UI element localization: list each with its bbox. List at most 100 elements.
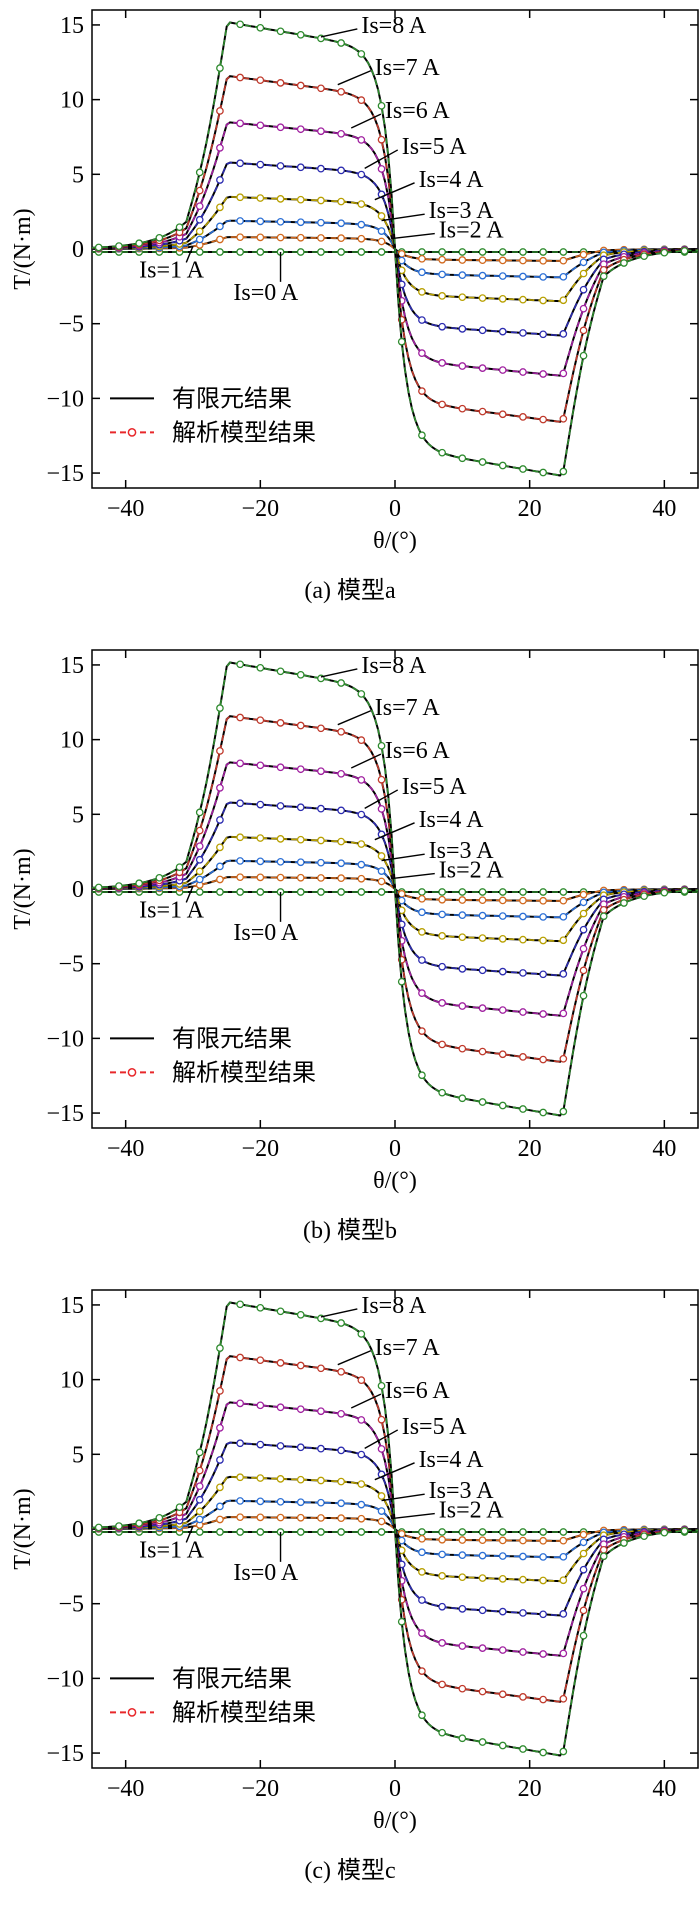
analytic-point xyxy=(236,1513,244,1522)
analytic-point xyxy=(579,351,588,360)
analytic-point xyxy=(357,860,366,869)
analytic-point xyxy=(478,966,487,975)
series-annotation: Is=8 A xyxy=(361,653,427,679)
analytic-point xyxy=(337,197,345,206)
analytic-point xyxy=(337,679,345,687)
analytic-series-line xyxy=(91,121,699,377)
analytic-point xyxy=(458,293,467,302)
analytic-point xyxy=(377,1381,386,1390)
analytic-point xyxy=(478,248,487,256)
analytic-series-line xyxy=(91,661,699,1117)
analytic-point xyxy=(276,1359,285,1367)
analytic-point xyxy=(357,1376,366,1384)
analytic-point xyxy=(519,329,527,337)
analytic-point xyxy=(377,237,386,246)
analytic-point xyxy=(216,1344,224,1352)
analytic-point xyxy=(559,888,568,896)
analytic-point xyxy=(519,1105,527,1113)
analytic-point xyxy=(296,1528,305,1536)
analytic-point xyxy=(438,962,446,971)
y-axis-label: T/(N·m) xyxy=(10,1488,36,1569)
analytic-point xyxy=(498,888,507,896)
y-tick-label: −15 xyxy=(46,461,84,487)
series-annotation: Is=0 A xyxy=(233,920,299,946)
analytic-point xyxy=(135,1519,143,1528)
analytic-point xyxy=(236,1439,244,1448)
annotation-leader xyxy=(391,1512,435,1520)
analytic-point xyxy=(317,1444,325,1453)
y-tick-label: 10 xyxy=(60,88,84,114)
analytic-point xyxy=(256,194,265,202)
analytic-point xyxy=(397,1617,406,1626)
analytic-point xyxy=(559,1528,568,1536)
analytic-point xyxy=(317,196,325,205)
analytic-point xyxy=(660,888,669,897)
analytic-point xyxy=(539,1576,547,1585)
analytic-point xyxy=(559,296,568,305)
analytic-point xyxy=(216,816,224,824)
annotation-leader xyxy=(337,1350,372,1366)
analytic-point xyxy=(458,933,467,942)
analytic-point xyxy=(377,867,386,875)
analytic-point xyxy=(296,195,305,204)
analytic-point xyxy=(276,1442,285,1450)
analytic-point xyxy=(276,857,285,866)
analytic-point xyxy=(195,826,204,835)
analytic-point xyxy=(539,296,547,305)
x-tick-label: −40 xyxy=(107,1776,145,1802)
analytic-point xyxy=(418,1667,426,1675)
analytic-point xyxy=(357,840,366,848)
analytic-point xyxy=(418,431,426,440)
analytic-point xyxy=(195,808,204,817)
analytic-point xyxy=(317,1407,325,1416)
analytic-point xyxy=(195,186,204,195)
chart-caption-a: (a) 模型a xyxy=(304,578,396,604)
analytic-point xyxy=(216,888,224,896)
analytic-point xyxy=(276,217,285,226)
analytic-point xyxy=(579,269,588,278)
series-annotation: Is=1 A xyxy=(139,897,205,923)
analytic-point xyxy=(276,835,285,843)
analytic-point xyxy=(276,763,285,772)
analytic-point xyxy=(438,1680,446,1689)
analytic-point xyxy=(438,400,446,409)
analytic-point xyxy=(539,1010,547,1018)
analytic-point xyxy=(216,248,224,256)
legend-analytic-label: 解析模型结果 xyxy=(172,1059,316,1086)
x-tick-label: 0 xyxy=(389,1136,401,1162)
analytic-point xyxy=(539,936,547,945)
analytic-point xyxy=(377,101,386,110)
analytic-point xyxy=(539,1528,547,1536)
analytic-point xyxy=(519,272,527,281)
analytic-point xyxy=(195,227,204,236)
analytic-point xyxy=(317,724,325,733)
analytic-point xyxy=(236,759,244,768)
analytic-point xyxy=(539,415,547,424)
analytic-point xyxy=(640,892,648,901)
analytic-point xyxy=(236,888,244,896)
analytic-point xyxy=(559,1009,568,1018)
annotation-leader xyxy=(185,245,194,263)
analytic-point xyxy=(337,1477,345,1486)
analytic-point xyxy=(680,247,689,255)
analytic-point xyxy=(478,1738,487,1746)
annotation-leader xyxy=(381,213,425,222)
analytic-point xyxy=(559,1536,568,1545)
analytic-point xyxy=(216,1528,224,1536)
analytic-point xyxy=(236,1497,244,1505)
analytic-point xyxy=(559,1610,568,1618)
analytic-point xyxy=(498,1607,507,1616)
analytic-point xyxy=(539,330,547,339)
analytic-point xyxy=(539,1108,547,1117)
analytic-point xyxy=(276,233,285,242)
analytic-point xyxy=(377,248,386,256)
analytic-point xyxy=(559,272,568,281)
analytic-point xyxy=(458,1094,467,1103)
analytic-point xyxy=(317,836,325,845)
analytic-point xyxy=(478,896,487,905)
analytic-point xyxy=(438,292,446,300)
analytic-point xyxy=(216,783,224,792)
analytic-point xyxy=(418,1711,426,1720)
analytic-point xyxy=(296,835,305,844)
y-tick-label: −5 xyxy=(58,1592,84,1618)
